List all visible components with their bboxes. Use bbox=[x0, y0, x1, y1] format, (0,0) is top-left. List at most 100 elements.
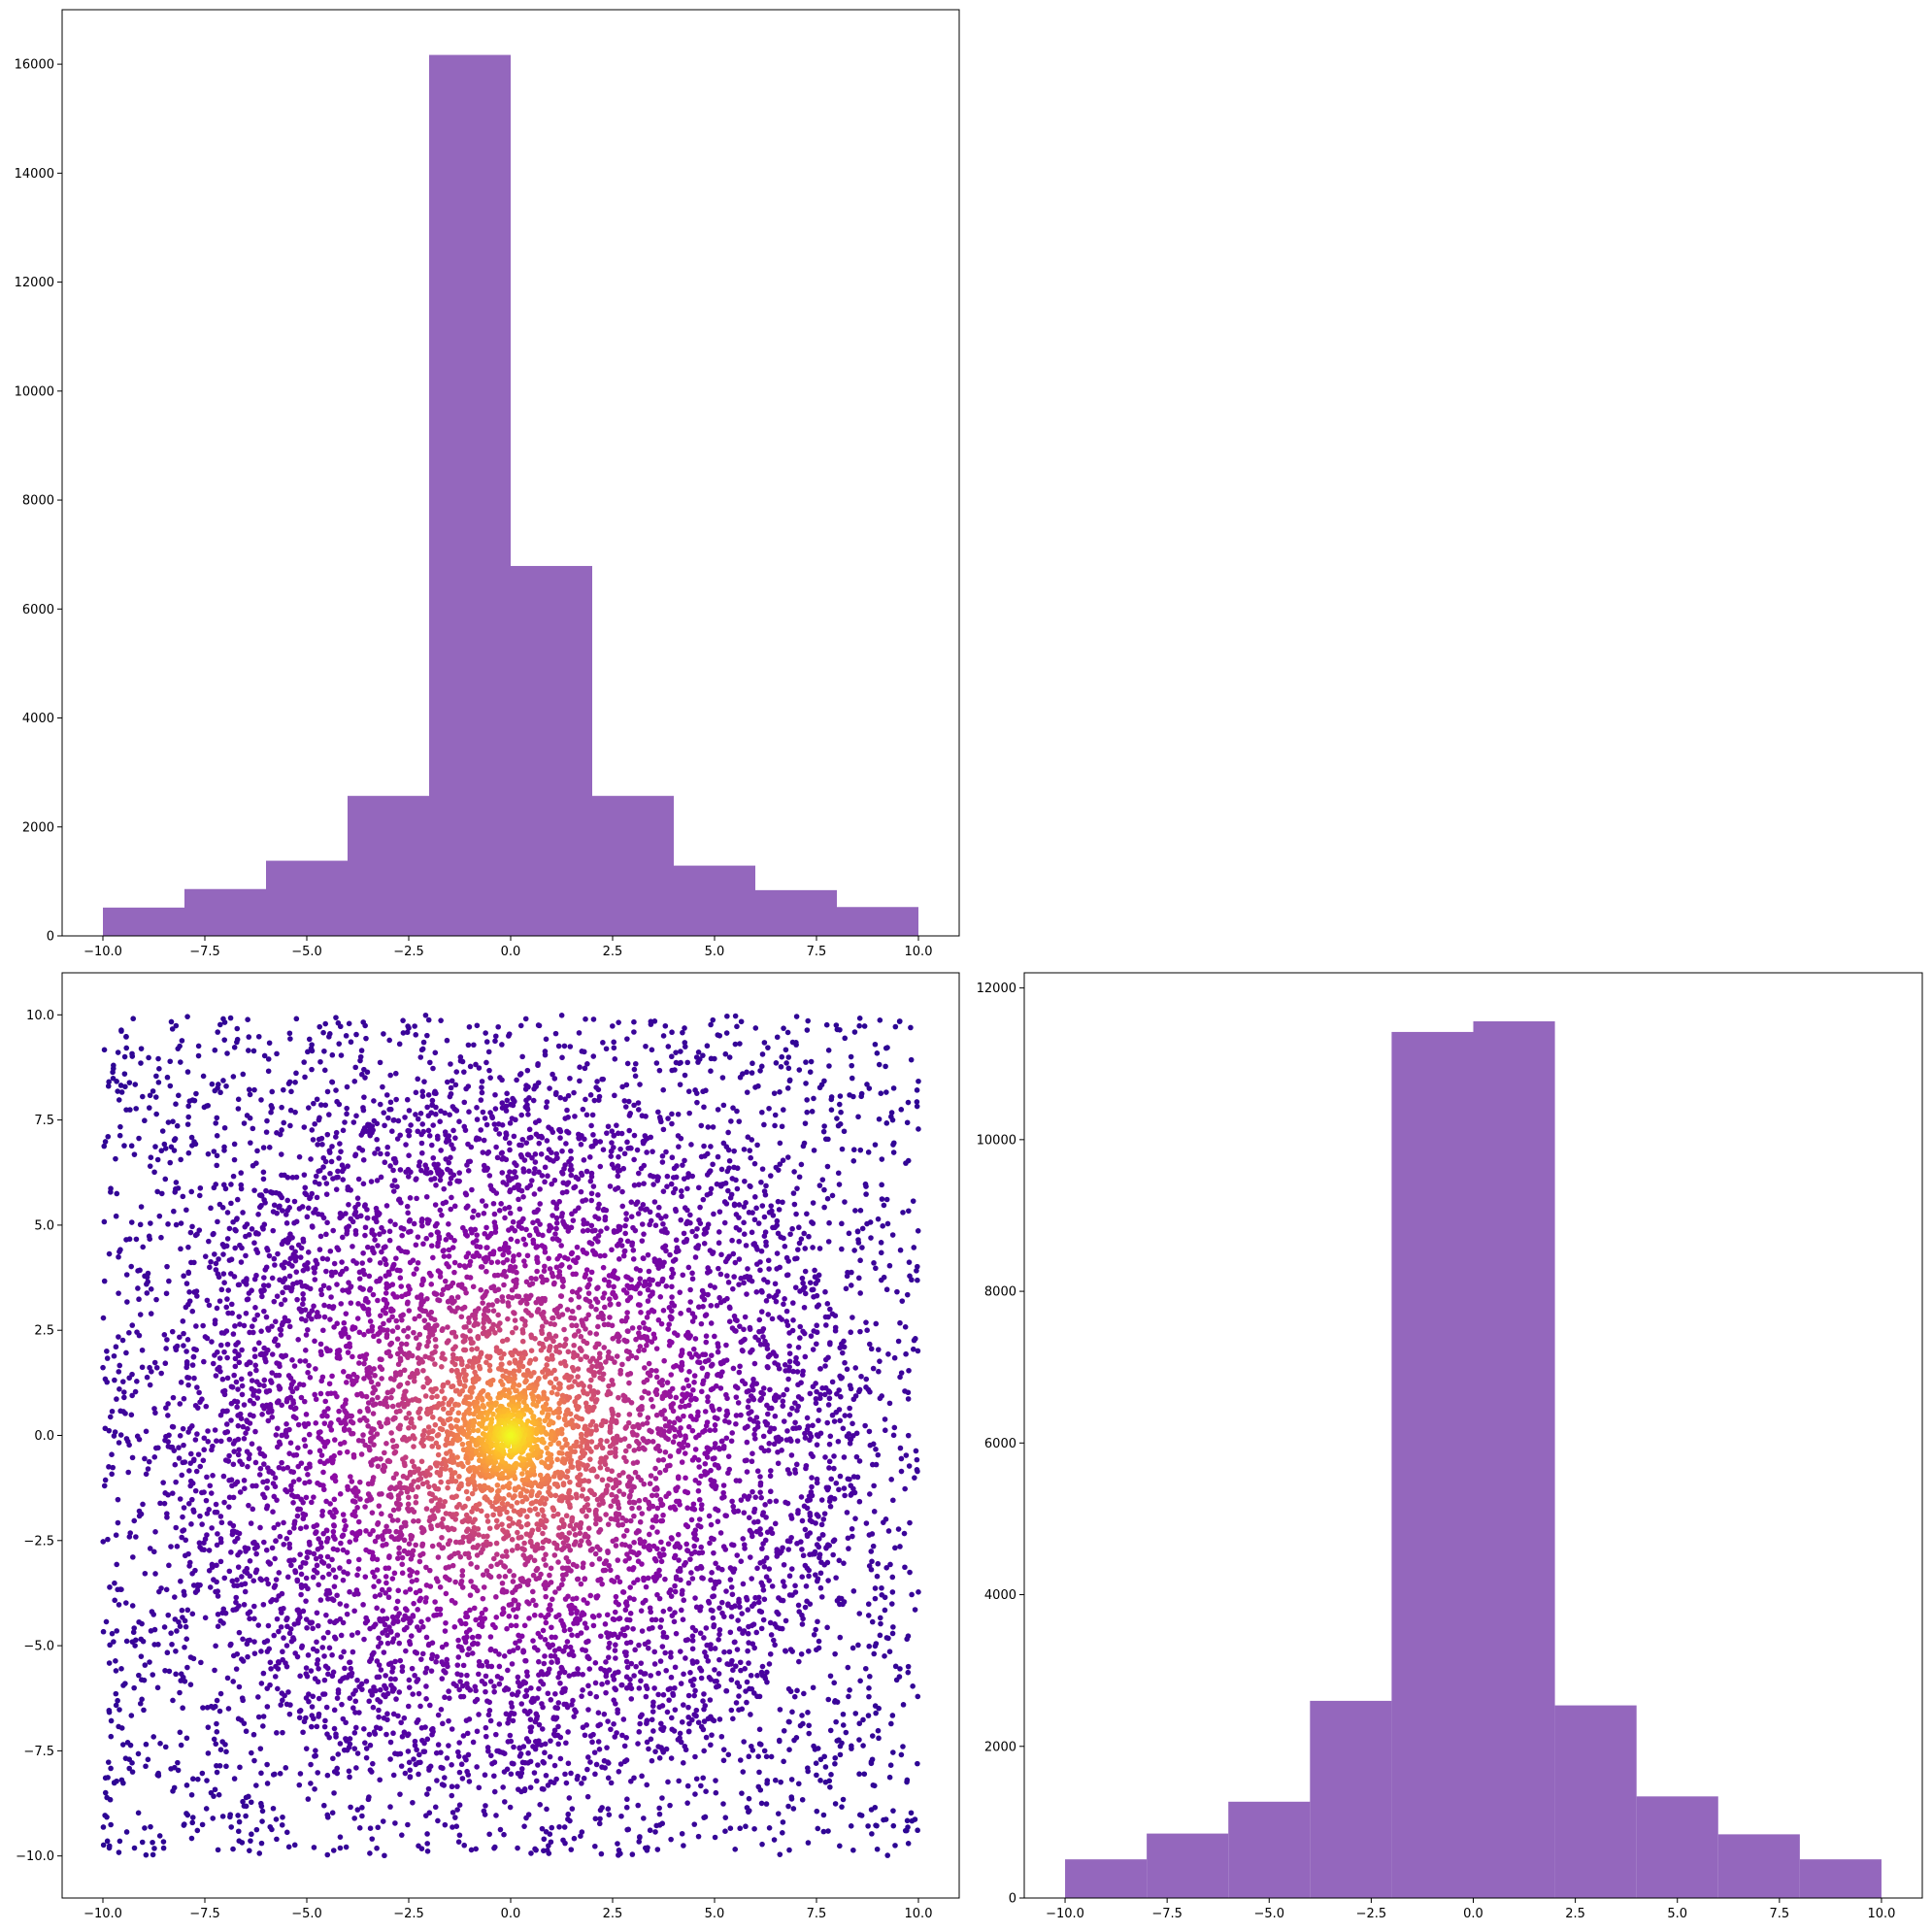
scatter-bottom-left-point bbox=[814, 1322, 820, 1329]
scatter-bottom-left-point bbox=[131, 1517, 138, 1524]
scatter-bottom-left-point bbox=[583, 1096, 588, 1103]
scatter-bottom-left-point bbox=[191, 1375, 197, 1382]
scatter-bottom-left-point bbox=[258, 1097, 264, 1103]
scatter-bottom-left-point bbox=[392, 1070, 399, 1077]
scatter-bottom-left-point bbox=[871, 1260, 877, 1266]
scatter-bottom-left-point bbox=[206, 1238, 212, 1245]
scatter-bottom-left-point bbox=[211, 1736, 217, 1743]
scatter-bottom-left-point bbox=[344, 1603, 350, 1609]
scatter-bottom-left-point bbox=[462, 1127, 469, 1133]
scatter-bottom-left-point bbox=[737, 1659, 744, 1666]
scatter-bottom-left-point bbox=[457, 1679, 463, 1684]
scatter-bottom-left-point bbox=[236, 1447, 242, 1453]
scatter-bottom-left-point bbox=[251, 1086, 257, 1093]
scatter-bottom-left-point bbox=[780, 1398, 786, 1405]
scatter-bottom-left-point bbox=[397, 1791, 403, 1797]
scatter-bottom-left-point bbox=[328, 1158, 335, 1165]
scatter-bottom-left-point bbox=[406, 1677, 413, 1683]
scatter-bottom-left-point bbox=[311, 1845, 317, 1850]
scatter-bottom-left-point bbox=[262, 1267, 269, 1273]
scatter-bottom-left-point bbox=[778, 1063, 784, 1070]
scatter-bottom-left-point bbox=[250, 1578, 257, 1584]
scatter-bottom-left-point bbox=[561, 1701, 567, 1708]
scatter-bottom-left-point bbox=[602, 1216, 609, 1223]
scatter-bottom-left-point bbox=[817, 1366, 823, 1372]
scatter-bottom-left-point bbox=[178, 1742, 184, 1749]
scatter-bottom-left-point bbox=[502, 1799, 508, 1805]
scatter-bottom-left-point bbox=[149, 1368, 154, 1375]
scatter-bottom-left-point bbox=[595, 1710, 602, 1715]
scatter-bottom-left-point bbox=[732, 1013, 739, 1019]
scatter-bottom-left-point bbox=[454, 1749, 461, 1755]
scatter-bottom-left-point bbox=[877, 1632, 883, 1639]
scatter-bottom-left-point bbox=[256, 1850, 263, 1856]
scatter-bottom-left-point bbox=[240, 1636, 246, 1643]
scatter-bottom-left-point bbox=[579, 1172, 585, 1179]
scatter-bottom-left-point bbox=[761, 1040, 768, 1046]
scatter-bottom-left-point bbox=[748, 1712, 753, 1717]
scatter-bottom-left-point bbox=[774, 1217, 781, 1224]
scatter-bottom-left-point bbox=[767, 1428, 773, 1435]
scatter-bottom-left-point bbox=[836, 1557, 843, 1564]
scatter-bottom-left-point bbox=[723, 1342, 729, 1349]
scatter-bottom-left-point bbox=[468, 1847, 475, 1853]
scatter-bottom-left-point bbox=[659, 1644, 666, 1649]
scatter-bottom-left-point bbox=[250, 1400, 257, 1407]
scatter-bottom-left-point bbox=[321, 1067, 328, 1074]
scatter-bottom-left-point bbox=[250, 1506, 256, 1513]
scatter-bottom-left-point bbox=[146, 1458, 152, 1465]
scatter-bottom-left-point bbox=[222, 1610, 229, 1616]
scatter-bottom-left-point bbox=[615, 1173, 621, 1180]
scatter-bottom-left-point bbox=[740, 1536, 747, 1542]
scatter-bottom-left-point bbox=[243, 1813, 249, 1819]
scatter-bottom-left-point bbox=[909, 1591, 915, 1598]
scatter-bottom-left-point bbox=[205, 1102, 212, 1109]
scatter-bottom-left-point bbox=[700, 1698, 706, 1704]
scatter-bottom-left-point bbox=[588, 1197, 595, 1204]
scatter-bottom-left-point bbox=[150, 1672, 156, 1678]
scatter-bottom-left-point bbox=[814, 1341, 819, 1348]
scatter-bottom-left-point bbox=[116, 1290, 121, 1296]
scatter-bottom-left-point bbox=[846, 1693, 851, 1700]
scatter-bottom-left-point bbox=[236, 1818, 243, 1825]
scatter-bottom-left-point bbox=[425, 1127, 432, 1134]
scatter-bottom-left-point bbox=[760, 1587, 767, 1593]
scatter-bottom-left-point bbox=[683, 1655, 688, 1661]
scatter-bottom-left-point bbox=[237, 1321, 243, 1327]
scatter-bottom-left-point bbox=[781, 1418, 787, 1424]
scatter-bottom-left-point bbox=[352, 1064, 359, 1071]
scatter-bottom-left-point bbox=[823, 1484, 830, 1491]
scatter-bottom-left-point bbox=[458, 1761, 465, 1768]
hist-top-left-xtick-label: 10.0 bbox=[905, 945, 933, 959]
scatter-bottom-left-point bbox=[303, 1715, 309, 1721]
scatter-bottom-left-point bbox=[308, 1668, 315, 1674]
scatter-bottom-left-point bbox=[792, 1582, 798, 1589]
scatter-bottom-left-point bbox=[821, 1753, 827, 1760]
scatter-bottom-left-point bbox=[857, 1678, 863, 1684]
scatter-bottom-left-point bbox=[629, 1851, 636, 1857]
scatter-bottom-left-point bbox=[275, 1425, 281, 1432]
scatter-bottom-left-point bbox=[232, 1363, 239, 1370]
scatter-bottom-left-point bbox=[670, 1690, 676, 1697]
scatter-bottom-left-point bbox=[903, 1350, 909, 1357]
scatter-bottom-left-point bbox=[597, 1139, 604, 1145]
scatter-bottom-left-point bbox=[110, 1069, 116, 1076]
scatter-bottom-left-point bbox=[811, 1743, 816, 1749]
scatter-bottom-left-point bbox=[708, 1714, 714, 1720]
scatter-bottom-left-point bbox=[302, 1184, 309, 1191]
scatter-bottom-left-point bbox=[515, 1679, 521, 1685]
scatter-bottom-left-point bbox=[421, 1749, 428, 1754]
scatter-bottom-left-point bbox=[777, 1851, 783, 1857]
scatter-bottom-left-point bbox=[165, 1119, 172, 1125]
scatter-bottom-left-point bbox=[104, 1838, 111, 1845]
scatter-bottom-left-point bbox=[751, 1825, 757, 1832]
scatter-bottom-left-point bbox=[288, 1245, 295, 1250]
scatter-bottom-left-point bbox=[621, 1150, 628, 1157]
scatter-bottom-left-point bbox=[133, 1236, 140, 1243]
scatter-bottom-left-point bbox=[806, 1233, 812, 1240]
scatter-bottom-left-point bbox=[814, 1808, 820, 1815]
scatter-bottom-left-point bbox=[234, 1650, 241, 1657]
scatter-bottom-left-point bbox=[437, 1177, 444, 1183]
scatter-bottom-left-point bbox=[763, 1298, 770, 1304]
scatter-bottom-left-point bbox=[384, 1144, 391, 1150]
